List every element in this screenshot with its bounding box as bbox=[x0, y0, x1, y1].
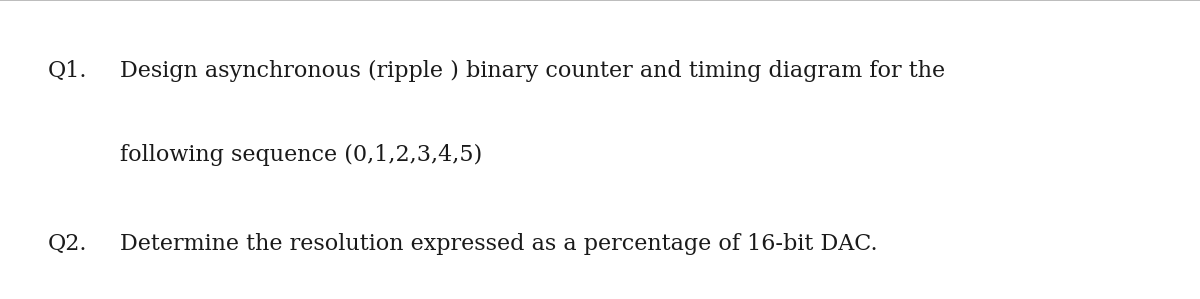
Text: Q2.: Q2. bbox=[48, 233, 88, 255]
Text: Q1.: Q1. bbox=[48, 60, 88, 82]
Text: Design asynchronous (ripple ) binary counter and timing diagram for the: Design asynchronous (ripple ) binary cou… bbox=[120, 60, 946, 82]
Text: following sequence (0,1,2,3,4,5): following sequence (0,1,2,3,4,5) bbox=[120, 144, 482, 166]
Text: Determine the resolution expressed as a percentage of 16-bit DAC.: Determine the resolution expressed as a … bbox=[120, 233, 877, 255]
